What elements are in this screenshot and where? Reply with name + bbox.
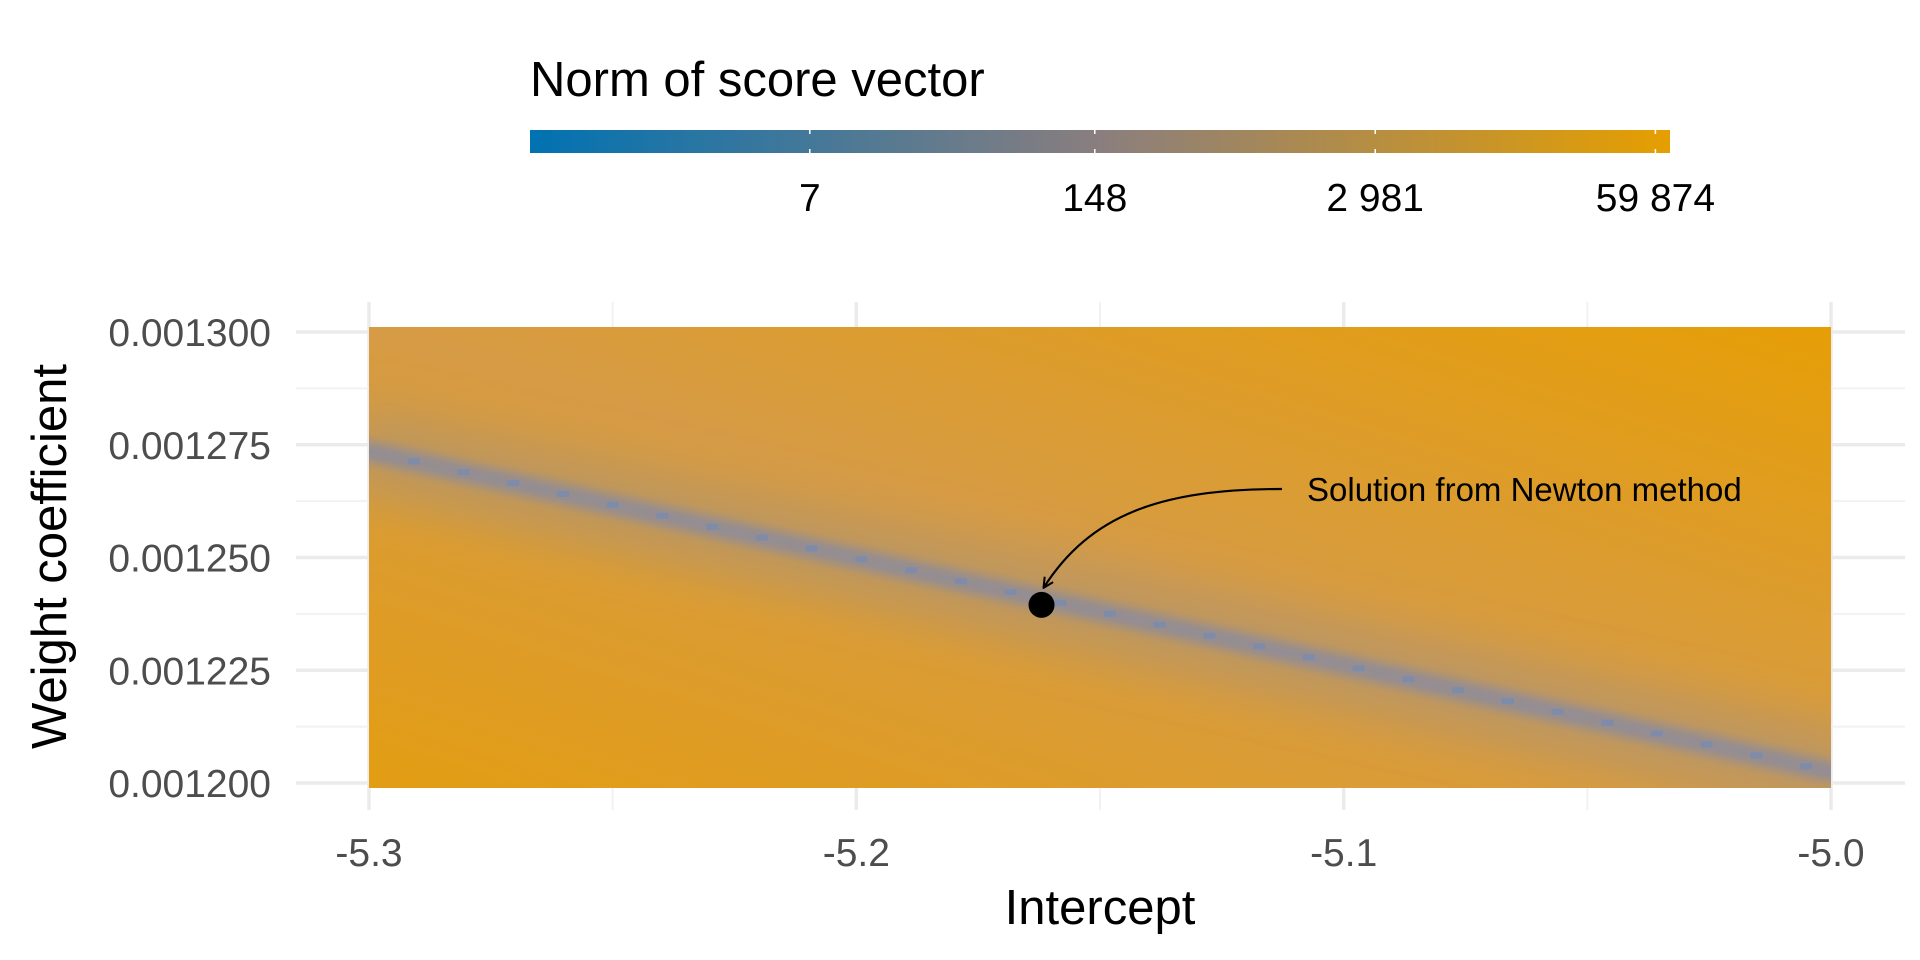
y-tick-label: 0.001200 — [108, 763, 271, 806]
minimum-valley-dashes — [407, 458, 1813, 770]
valley-dash — [606, 501, 619, 508]
legend-colorbar — [530, 130, 1670, 153]
valley-dash — [1203, 632, 1216, 639]
valley-dash — [1700, 741, 1713, 748]
x-tick-label: -5.0 — [1797, 832, 1864, 875]
valley-dash — [556, 490, 569, 497]
legend: Norm of score vector 7 148 2 981 59 874 — [530, 53, 1715, 220]
solution-point — [1028, 591, 1055, 618]
valley-dash — [1352, 665, 1365, 672]
y-tick-label: 0.001225 — [108, 650, 271, 693]
valley-dash — [656, 512, 669, 519]
x-tick-label: -5.3 — [335, 832, 402, 875]
legend-tick-label: 59 874 — [1596, 177, 1715, 220]
valley-dash — [407, 458, 420, 465]
valley-dash — [1750, 752, 1763, 759]
heatmap — [369, 327, 1831, 788]
y-axis-title: Weight coefficient — [23, 364, 77, 749]
valley-dash — [507, 480, 520, 487]
valley-dash — [1153, 621, 1166, 628]
x-tick-label: -5.2 — [823, 832, 890, 875]
legend-tick-label: 2 981 — [1326, 177, 1424, 220]
x-axis-ticks: -5.3 -5.2 -5.1 -5.0 — [335, 832, 1864, 875]
y-tick-label: 0.001250 — [108, 538, 271, 581]
valley-dash — [706, 523, 719, 530]
legend-title: Norm of score vector — [530, 53, 985, 107]
valley-dash — [1551, 708, 1564, 715]
valley-dash — [1302, 654, 1315, 661]
valley-dash — [805, 545, 818, 552]
valley-dash — [1004, 589, 1017, 596]
valley-dash — [855, 556, 868, 563]
valley-dash — [1054, 599, 1067, 606]
valley-dash — [1800, 763, 1813, 770]
valley-dash — [457, 469, 470, 476]
legend-tick-label: 148 — [1062, 177, 1127, 220]
annotation-arrow — [1044, 487, 1283, 588]
y-tick-label: 0.001300 — [108, 312, 271, 355]
x-tick-label: -5.1 — [1310, 832, 1377, 875]
valley-dash — [905, 567, 918, 574]
valley-dash — [755, 534, 768, 541]
valley-dash — [1501, 697, 1514, 704]
valley-dash — [1452, 687, 1465, 694]
valley-dash — [1402, 676, 1415, 683]
annotation-label: Solution from Newton method — [1307, 471, 1742, 508]
solution-annotation: Solution from Newton method — [1028, 471, 1742, 618]
minimum-valley-core — [369, 441, 1831, 782]
legend-ticks: 7 148 2 981 59 874 — [799, 130, 1715, 220]
legend-tick-label: 7 — [799, 177, 821, 220]
valley-dash — [1103, 610, 1116, 617]
valley-dash — [1650, 730, 1663, 737]
x-axis-title: Intercept — [1005, 881, 1196, 935]
valley-dash — [1601, 719, 1614, 726]
valley-dash — [954, 578, 967, 585]
y-tick-label: 0.001275 — [108, 425, 271, 468]
valley-dash — [1253, 643, 1266, 650]
y-axis-ticks: 0.001200 0.001225 0.001250 0.001275 0.001300 — [108, 312, 271, 806]
